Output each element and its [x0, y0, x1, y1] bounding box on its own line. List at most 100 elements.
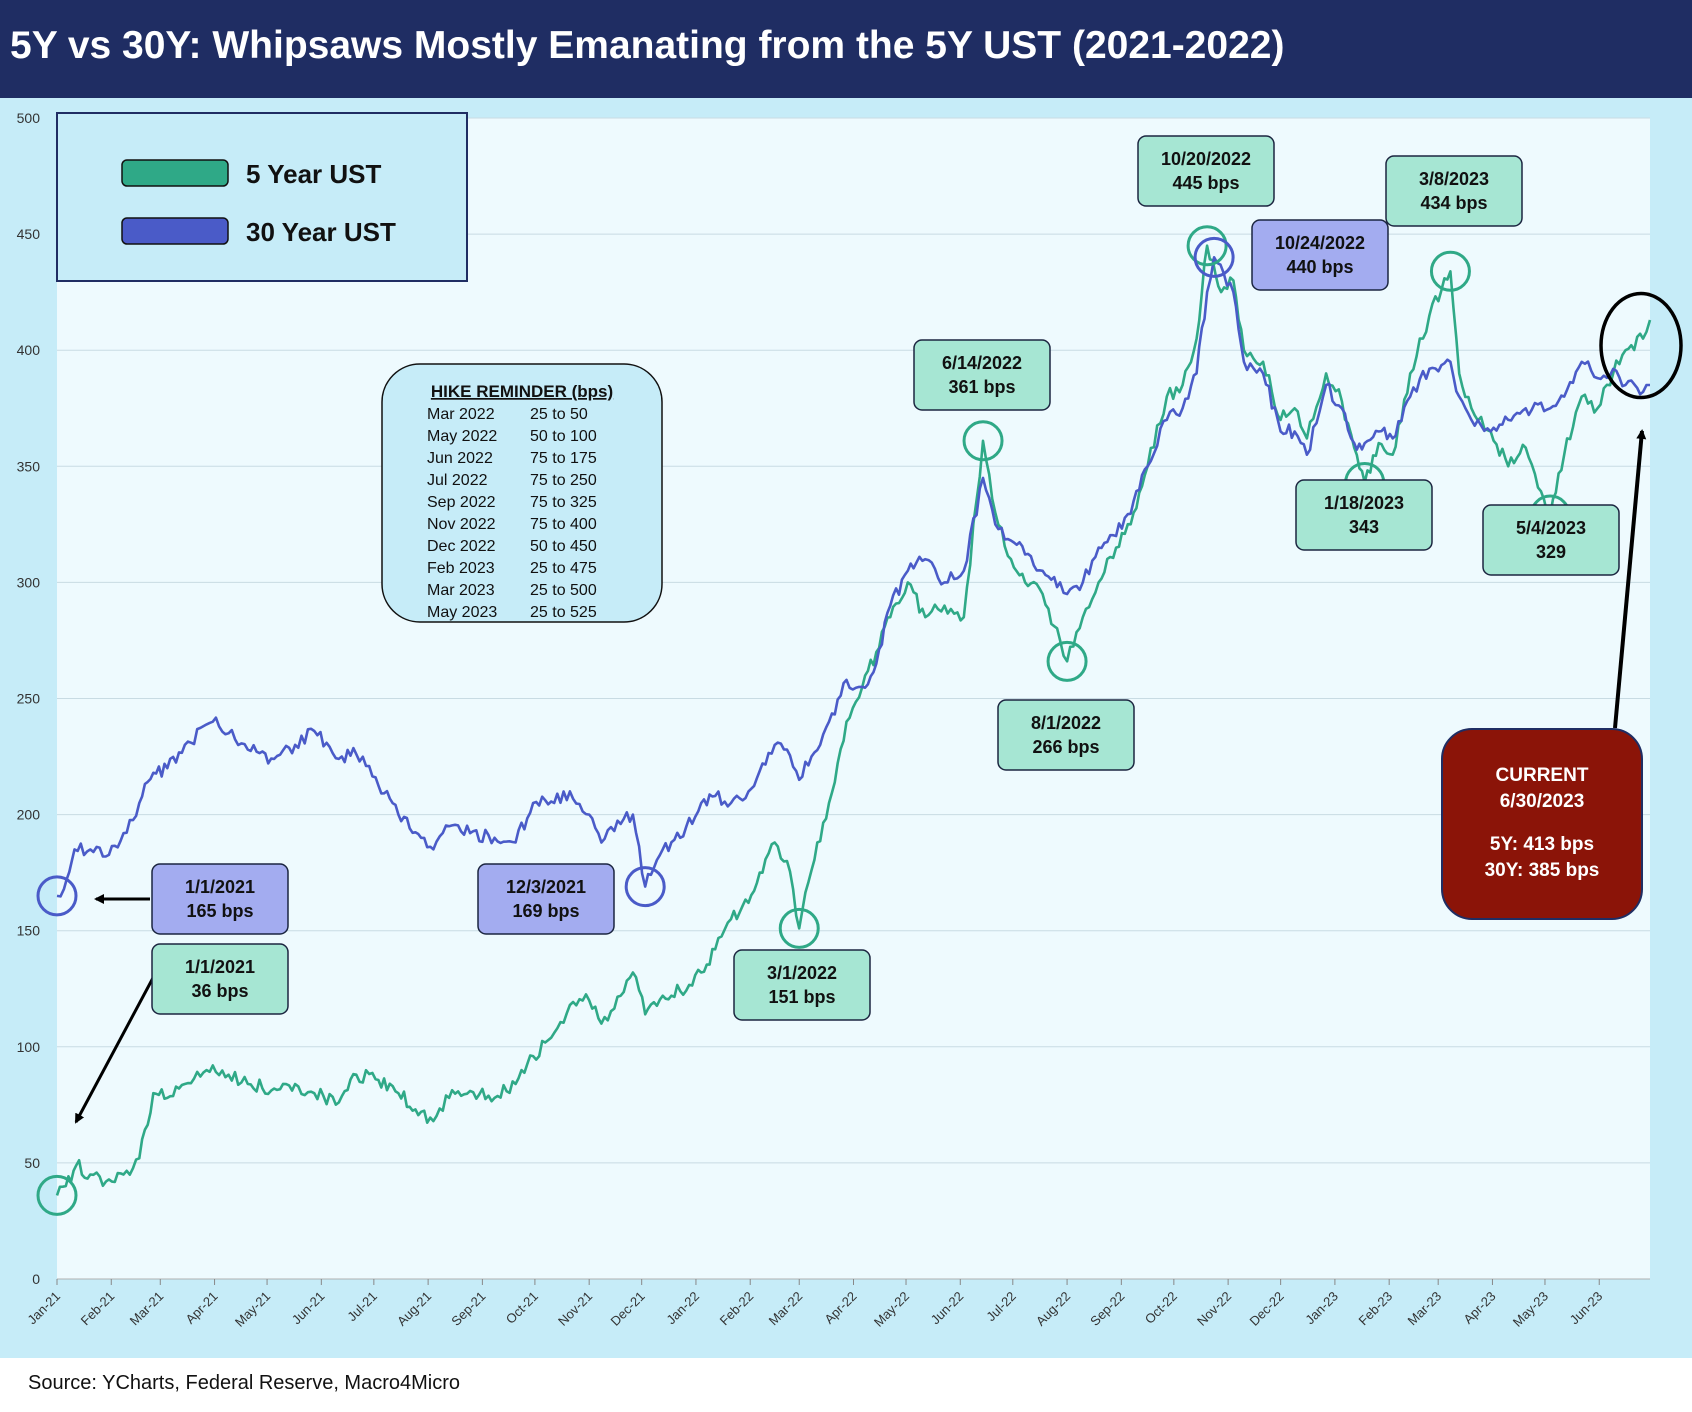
callout-box [1251, 219, 1389, 291]
hike-month: Nov 2022 [427, 516, 496, 533]
x-tick-label: Jan-22 [663, 1289, 702, 1328]
x-tick-label: Dec-21 [608, 1289, 648, 1329]
annotation-callouts: 1/1/2021 165 bps 1/1/2021 36 bps 12/3/2021 16… [151, 135, 1620, 1021]
x-tick-label: Nov-22 [1194, 1289, 1234, 1329]
y-tick-label: 350 [17, 458, 41, 474]
callout-value: 361 bps [948, 377, 1015, 397]
y-tick-label: 400 [17, 342, 41, 358]
x-tick-label: Jun-21 [289, 1289, 328, 1328]
x-tick-label: Oct-21 [503, 1289, 541, 1327]
hike-title: HIKE REMINDER (bps) [431, 382, 613, 401]
callout-box [1137, 135, 1275, 207]
callout: 3/1/2022 151 bps [733, 949, 871, 1021]
callout-box [913, 339, 1051, 411]
callout-date: 8/1/2022 [1031, 713, 1101, 733]
callout: 5/4/2023 329 [1482, 504, 1620, 576]
x-tick-label: Aug-22 [1033, 1289, 1073, 1329]
callout: 1/18/2023 343 [1295, 479, 1433, 551]
annotation-circle [962, 420, 1004, 462]
y-tick-label: 150 [17, 923, 41, 939]
source-note: Source: YCharts, Federal Reserve, Macro4… [28, 1372, 461, 1394]
hike-month: Jul 2022 [427, 472, 488, 489]
x-tick-label: Feb-22 [717, 1289, 757, 1329]
annotation-circle [1429, 250, 1471, 292]
legend-swatch [121, 217, 229, 245]
hike-value: 25 to 500 [530, 582, 597, 599]
legend-label: 5 Year UST [246, 159, 382, 189]
callout: 6/14/2022 361 bps [913, 339, 1051, 411]
callout-date: 1/18/2023 [1324, 493, 1404, 513]
x-tick-label: Mar-22 [766, 1289, 806, 1329]
callout-date: 12/3/2021 [506, 877, 586, 897]
callout-box [151, 863, 289, 935]
hike-value: 75 to 250 [530, 472, 597, 489]
callout-date: 1/1/2021 [185, 877, 255, 897]
hike-value: 25 to 475 [530, 560, 597, 577]
callout-value: 445 bps [1172, 173, 1239, 193]
annotation-circle [1193, 236, 1235, 278]
current-circle [1599, 291, 1683, 400]
y-tick-label: 450 [17, 226, 41, 242]
callout: 10/24/2022 440 bps [1251, 219, 1389, 291]
annotation-circle [778, 907, 820, 949]
y-tick-label: 200 [17, 807, 41, 823]
x-tick-label: Jun-22 [928, 1289, 967, 1328]
x-tick-label: May-22 [871, 1289, 912, 1330]
hike-value: 50 to 450 [530, 538, 597, 555]
x-tick-label: Apr-22 [821, 1289, 859, 1327]
callout-date: 10/20/2022 [1161, 149, 1251, 169]
callout-value: 169 bps [512, 901, 579, 921]
hike-box [381, 363, 663, 623]
callout: 8/1/2022 266 bps [997, 699, 1135, 771]
callout-box [1385, 155, 1523, 227]
callout-value: 36 bps [191, 981, 248, 1001]
y-tick-label: 100 [17, 1039, 41, 1055]
callout: 3/8/2023 434 bps [1385, 155, 1523, 227]
annotation-circle [1046, 640, 1088, 682]
current-background [1441, 728, 1643, 920]
callout-box [1482, 504, 1620, 576]
y-tick-label: 50 [24, 1155, 40, 1171]
y-tick-label: 0 [32, 1271, 40, 1287]
series-line [56, 256, 1650, 898]
hike-month: May 2023 [427, 604, 497, 621]
callout-value: 434 bps [1420, 193, 1487, 213]
x-tick-label: Nov-21 [555, 1289, 595, 1329]
callout-value: 343 [1349, 517, 1379, 537]
hike-month: May 2022 [427, 428, 497, 445]
x-tick-label: Sep-22 [1087, 1289, 1127, 1329]
hike-month: Dec 2022 [427, 538, 496, 555]
callout-value: 329 [1536, 542, 1566, 562]
y-tick-label: 250 [17, 691, 41, 707]
hike-value: 50 to 100 [530, 428, 597, 445]
callout-box [477, 863, 615, 935]
x-tick-label: Sep-21 [448, 1289, 488, 1329]
hike-month: Feb 2023 [427, 560, 495, 577]
legend-label: 30 Year UST [246, 217, 396, 247]
callout-date: 1/1/2021 [185, 957, 255, 977]
callout-box [1295, 479, 1433, 551]
annotation-circle [624, 866, 666, 908]
series-lines [55, 244, 1652, 1196]
callout-box [151, 943, 289, 1015]
hike-reminder-box: HIKE REMINDER (bps) Mar 2022 25 to 50 May 2… [381, 363, 663, 623]
plot-area: 0 50 100 150 200 250 300 350 400 450 500 Jan-21 Feb-… [17, 110, 1650, 1330]
callout: 12/3/2021 169 bps [477, 863, 615, 935]
callout-date: 3/1/2022 [767, 963, 837, 983]
hike-value: 75 to 400 [530, 516, 597, 533]
hike-month: Mar 2023 [427, 582, 495, 599]
callout-box [733, 949, 871, 1021]
arrow-current [1613, 429, 1647, 729]
title-bar: 5Y vs 30Y: Whipsaws Mostly Emanating fro… [0, 0, 1692, 98]
legend-box [56, 112, 468, 282]
x-tick-label: Apr-23 [1460, 1289, 1498, 1327]
callout-date: 10/24/2022 [1275, 233, 1365, 253]
series-line [55, 244, 1652, 1196]
chart-area: 0 50 100 150 200 250 300 350 400 450 500 Jan-21 Feb-… [0, 98, 1692, 1358]
x-tick-label: Mar-21 [127, 1289, 167, 1329]
x-tick-label: Dec-22 [1247, 1289, 1287, 1329]
callout-value: 151 bps [768, 987, 835, 1007]
hike-month: Jun 2022 [427, 450, 493, 467]
callout-box [997, 699, 1135, 771]
arrow-5y-start [74, 975, 156, 1124]
